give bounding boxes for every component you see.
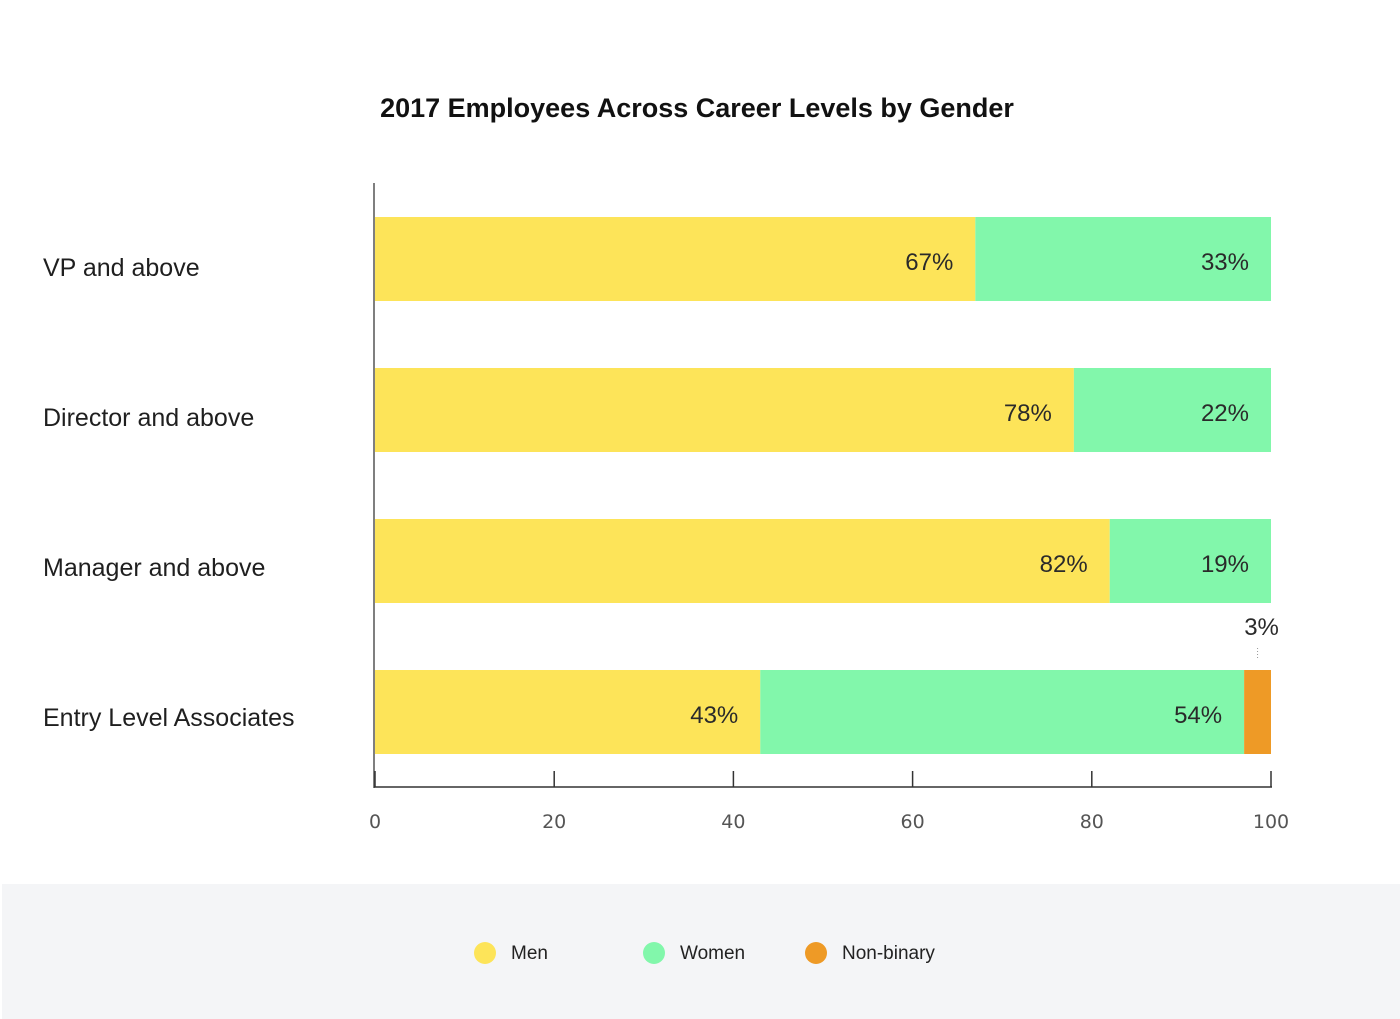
category-label-manager-and-above: Manager and above	[43, 554, 265, 582]
x-tick-label-100: 100	[1253, 811, 1289, 833]
legend-marker-non-binary	[805, 942, 827, 964]
axes: 0 20 40 60 80 100	[369, 183, 1289, 833]
bars	[375, 217, 1271, 754]
data-label-men-director-and-above: 78%	[1004, 400, 1052, 427]
legend-label-men: Men	[511, 943, 548, 964]
chart-title: 2017 Employees Across Career Levels by G…	[380, 93, 1014, 123]
bar-men-entry-level-associates	[375, 670, 761, 754]
bar-men-vp-and-above	[375, 217, 976, 301]
data-label-men-entry-level-associates: 43%	[690, 702, 738, 729]
category-label-director-and-above: Director and above	[43, 404, 254, 432]
category-labels: VP and above Director and above Manager an…	[43, 254, 295, 732]
bar-non-binary-entry-level-associates	[1244, 670, 1271, 754]
value-labels: 67% 33% 78% 22% 82% 19% 43% 54% 3%	[690, 249, 1279, 729]
bar-men-manager-and-above	[375, 519, 1110, 603]
bar-men-director-and-above	[375, 368, 1074, 452]
x-tick-label-40: 40	[721, 811, 745, 833]
data-label-men-vp-and-above: 67%	[905, 249, 953, 276]
category-label-vp-and-above: VP and above	[43, 254, 200, 282]
data-label-men-manager-and-above: 82%	[1040, 551, 1088, 578]
data-label-women-vp-and-above: 33%	[1201, 249, 1249, 276]
data-label-women-entry-level-associates: 54%	[1174, 702, 1222, 729]
x-tick-label-0: 0	[369, 811, 381, 833]
bar-women-director-and-above	[1073, 368, 1271, 452]
bar-women-manager-and-above	[1109, 519, 1271, 603]
data-label-non-binary-entry-level-associates: 3%	[1244, 614, 1279, 641]
category-label-entry-level-associates: Entry Level Associates	[43, 704, 295, 732]
legend-marker-men	[474, 942, 496, 964]
x-tick-label-20: 20	[542, 811, 566, 833]
legend: Men Women Non-binary	[474, 942, 935, 964]
data-label-women-director-and-above: 22%	[1201, 400, 1249, 427]
legend-panel	[2, 884, 1400, 1019]
legend-label-non-binary: Non-binary	[842, 943, 935, 964]
legend-marker-women	[643, 942, 665, 964]
bar-women-vp-and-above	[975, 217, 1271, 301]
x-tick-label-60: 60	[901, 811, 925, 833]
legend-label-women: Women	[680, 943, 745, 964]
data-label-women-manager-and-above: 19%	[1201, 551, 1249, 578]
bar-women-entry-level-associates	[760, 670, 1245, 754]
x-tick-label-80: 80	[1080, 811, 1104, 833]
